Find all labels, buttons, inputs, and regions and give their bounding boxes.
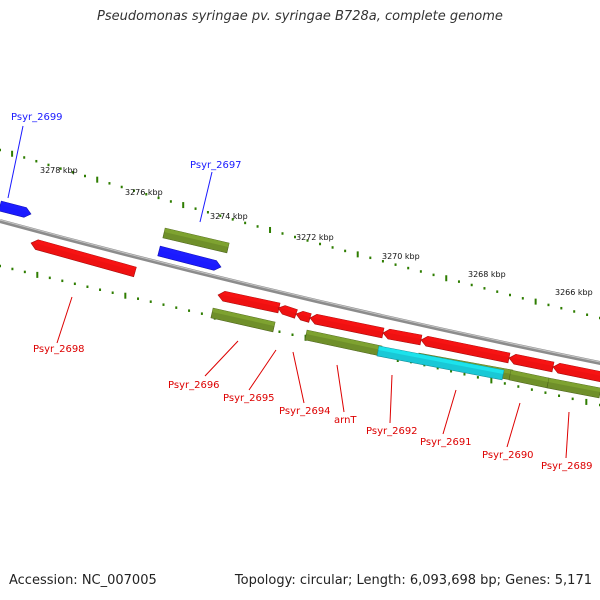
scale-label: 3272 kbp bbox=[296, 233, 334, 242]
gene-psyr-2691-highlight bbox=[424, 336, 511, 358]
scale-label: 3266 kbp bbox=[555, 288, 593, 297]
scale-label: 3278 kbp bbox=[40, 166, 78, 175]
gene-label[interactable]: Psyr_2695 bbox=[223, 393, 275, 404]
genome-summary-text: Topology: circular; Length: 6,093,698 bp… bbox=[234, 573, 592, 588]
label-leader-line bbox=[442, 389, 457, 435]
gene-label[interactable]: Psyr_2696 bbox=[168, 380, 220, 391]
feature-olive-upper-highlight bbox=[164, 228, 230, 248]
label-leader-line bbox=[248, 349, 277, 391]
gene-psyr-2692-highlight bbox=[386, 329, 422, 340]
gene-psyr-2699-highlight bbox=[0, 201, 28, 213]
scale-label: 3270 kbp bbox=[382, 252, 420, 261]
feature-cyan-highlight bbox=[378, 346, 504, 375]
label-leader-line bbox=[7, 125, 24, 199]
feature-layer bbox=[0, 200, 600, 399]
gene-psyr-2689[interactable] bbox=[552, 362, 600, 383]
feature-olive-lower-1-highlight bbox=[212, 308, 276, 327]
gene-label[interactable]: Psyr_2692 bbox=[366, 426, 418, 437]
gene-psyr-2690[interactable] bbox=[508, 353, 555, 373]
label-leader-line bbox=[204, 340, 239, 377]
genome-backbone-highlight bbox=[0, 219, 600, 363]
gene-label[interactable]: Psyr_2698 bbox=[33, 344, 85, 355]
feature-olive-lower-1[interactable] bbox=[210, 307, 276, 333]
accession-text: Accession: NC_007005 bbox=[9, 573, 157, 588]
label-leader-line bbox=[389, 374, 393, 424]
label-leader-line bbox=[506, 402, 521, 448]
gene-psyr-2689-highlight bbox=[556, 363, 600, 376]
gene-psyr-2697[interactable] bbox=[157, 245, 222, 271]
gene-label[interactable]: Psyr_2690 bbox=[482, 450, 534, 461]
feature-olive-lower-4[interactable] bbox=[508, 369, 550, 389]
gene-label[interactable]: Psyr_2694 bbox=[279, 406, 331, 417]
label-leader-line bbox=[199, 171, 213, 223]
gene-psyr-2699[interactable] bbox=[0, 200, 32, 218]
scale-label: 3274 kbp bbox=[210, 212, 248, 221]
gene-psyr-2698-highlight bbox=[34, 239, 137, 272]
feature-olive-lower-4-highlight bbox=[510, 370, 550, 383]
feature-olive-lower-2-highlight bbox=[306, 330, 383, 351]
gene-psyr-2698[interactable] bbox=[30, 239, 137, 278]
page-title: Pseudomonas syringae pv. syringae B728a,… bbox=[97, 9, 503, 24]
tick-layer: 3278 kbp 3276 kbp 3274 kbp 3272 kbp 3270 kbp… bbox=[0, 148, 600, 407]
gene-psyr-2694-highlight bbox=[299, 311, 312, 318]
gene-psyr-2697-highlight bbox=[159, 246, 218, 266]
feature-olive-lower-5-highlight bbox=[548, 378, 600, 392]
label-leader-line bbox=[56, 296, 73, 344]
gene-arnt-highlight bbox=[313, 314, 385, 333]
feature-olive-lower-2[interactable] bbox=[304, 329, 383, 357]
label-leader-line bbox=[336, 364, 345, 413]
gene-label[interactable]: Psyr_2699 bbox=[11, 112, 63, 123]
gene-psyr-2696[interactable] bbox=[217, 291, 281, 314]
label-leader-line bbox=[292, 351, 305, 404]
gene-psyr-2696-highlight bbox=[221, 291, 281, 308]
feature-olive-lower-5[interactable] bbox=[546, 377, 600, 399]
scale-label: 3276 kbp bbox=[125, 188, 163, 197]
gene-psyr-2690-highlight bbox=[512, 354, 555, 367]
gene-label[interactable]: Psyr_2691 bbox=[420, 437, 472, 448]
label-leader-line bbox=[565, 411, 570, 459]
feature-olive-upper[interactable] bbox=[162, 227, 230, 254]
label-layer: Psyr_2699Psyr_2697Psyr_2698Psyr_2696Psyr… bbox=[7, 112, 593, 472]
scale-label: 3268 kbp bbox=[468, 270, 506, 279]
gene-label[interactable]: Psyr_2697 bbox=[190, 160, 242, 171]
gene-psyr-2695[interactable] bbox=[277, 305, 298, 319]
gene-psyr-2692[interactable] bbox=[382, 328, 423, 346]
gene-label[interactable]: Psyr_2689 bbox=[541, 461, 593, 472]
gene-label[interactable]: arnT bbox=[334, 415, 357, 426]
feature-cyan[interactable] bbox=[376, 345, 505, 381]
genome-backbone bbox=[0, 219, 600, 366]
gene-psyr-2695-highlight bbox=[281, 305, 298, 314]
gene-psyr-2694[interactable] bbox=[295, 311, 312, 323]
